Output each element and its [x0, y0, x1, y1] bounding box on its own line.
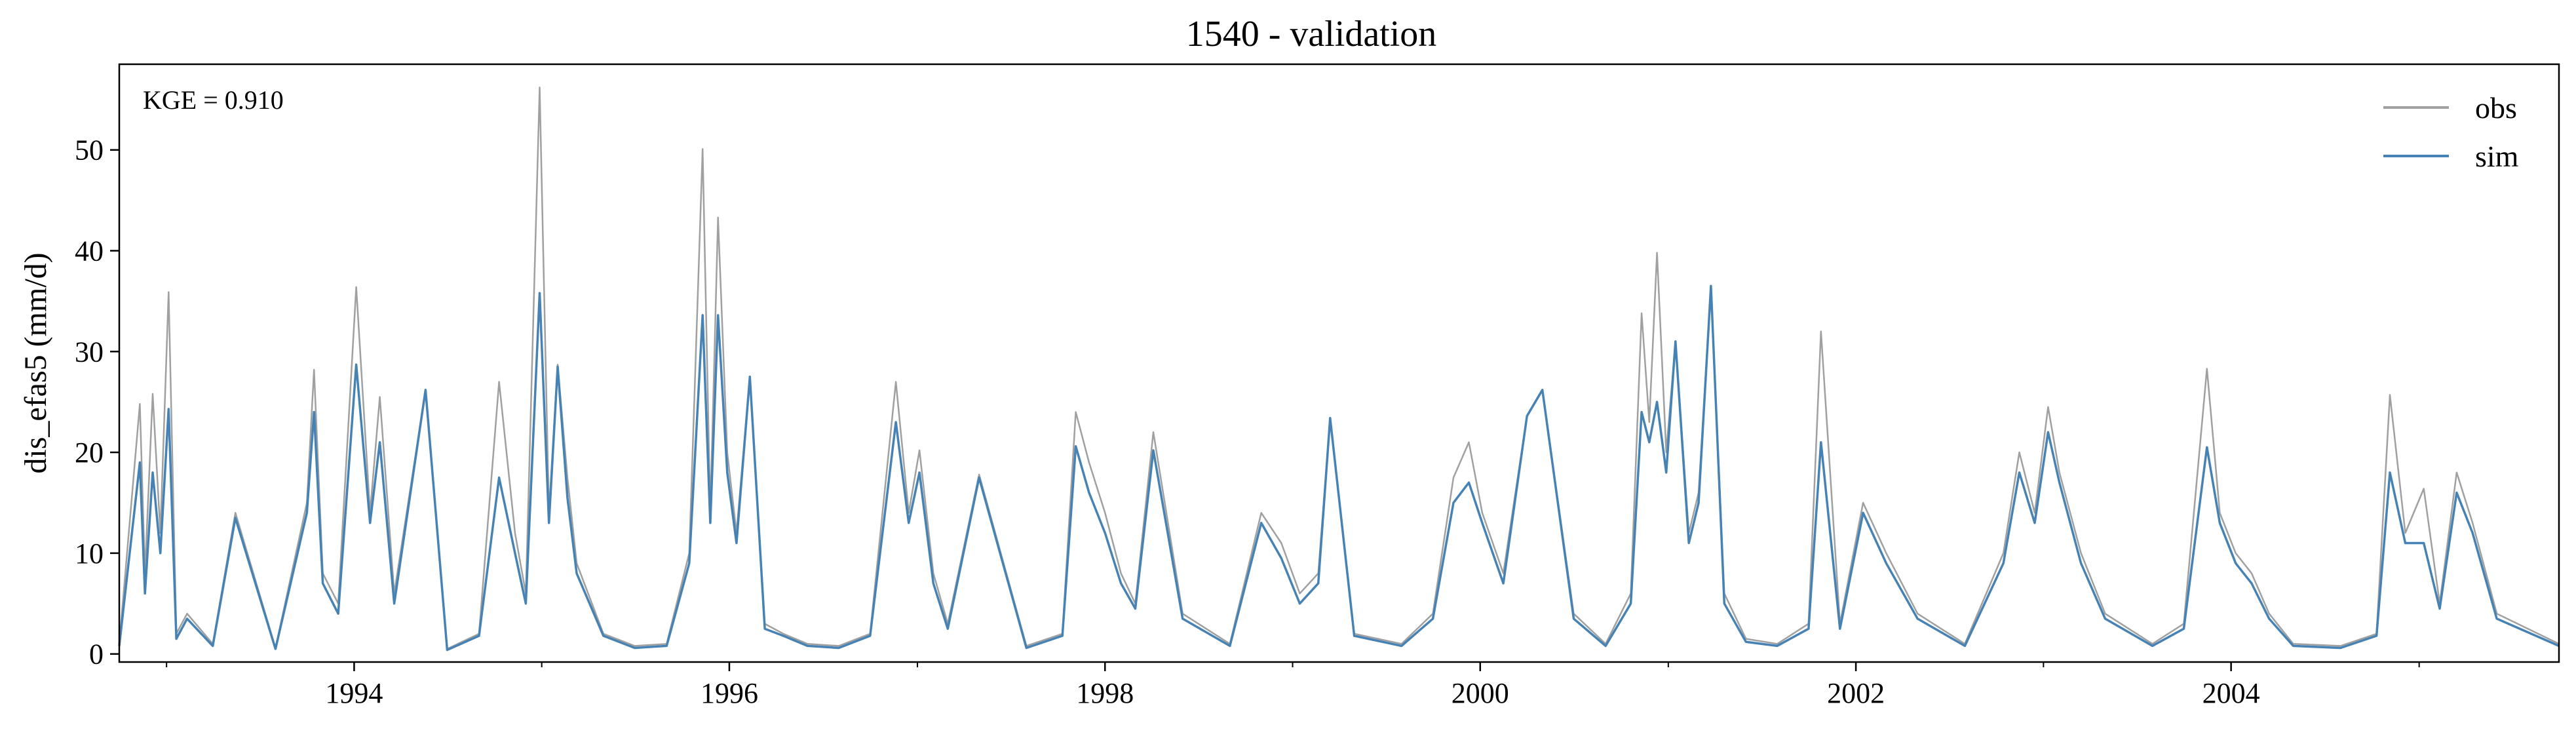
y-tick-label: 50 — [75, 134, 104, 166]
plot-frame — [118, 63, 2560, 663]
x-tick-label: 2004 — [2202, 677, 2260, 709]
kge-annotation: KGE = 0.910 — [143, 85, 284, 115]
x-tick-label: 2000 — [1451, 677, 1509, 709]
x-tick-label: 1996 — [701, 677, 758, 709]
y-tick-label: 40 — [75, 235, 104, 267]
y-tick-label: 10 — [75, 537, 104, 570]
y-axis-label: dis_efas5 (mm/d) — [18, 252, 53, 473]
y-axis: 0 10 20 30 40 50 — [75, 134, 119, 671]
x-tick-label: 1998 — [1076, 677, 1134, 709]
chart-title: 1540 - validation — [1186, 14, 1437, 54]
y-tick-label: 20 — [75, 437, 104, 469]
legend-label-obs: obs — [2475, 91, 2517, 125]
legend: obs sim — [2383, 91, 2519, 173]
y-tick-label: 30 — [75, 336, 104, 368]
series-line-sim — [118, 284, 2560, 652]
x-tick-label: 2002 — [1827, 677, 1885, 709]
x-axis: 1994 1996 1998 2000 2002 2004 — [166, 662, 2420, 709]
legend-label-sim: sim — [2475, 140, 2519, 173]
y-tick-label: 0 — [89, 638, 104, 671]
x-tick-label: 1994 — [325, 677, 383, 709]
series-layer — [118, 87, 2560, 652]
